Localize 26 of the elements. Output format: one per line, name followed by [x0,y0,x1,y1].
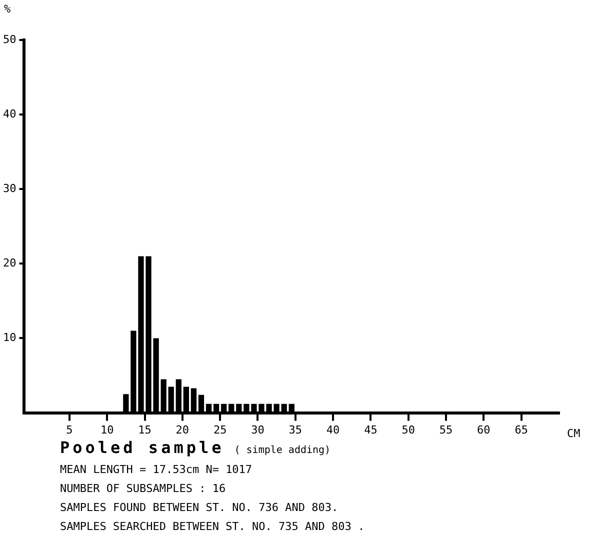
text: Pooled sample [60,438,224,457]
text: SAMPLES FOUND BETWEEN ST. NO. 736 AND 803. [60,500,340,516]
x-tick-label: 60 [477,423,490,436]
x-tick-label: 50 [402,423,415,436]
x-axis-title: CM [567,427,581,440]
x-tick-label: 55 [439,423,453,436]
y-axis-title: % [4,2,11,16]
x-tick-label: 40 [326,423,340,436]
x-tick-label: 20 [176,423,190,436]
x-tick-label: 5 [66,423,73,436]
x-tick-label: 10 [100,423,114,436]
x-tick-label: 25 [213,423,227,436]
y-tick-label: 10 [2,331,16,344]
y-tick-label: 50 [2,32,16,46]
x-tick-label: 35 [288,423,302,436]
text: SAMPLES SEARCHED BETWEEN ST. NO. 735 AND 803 . [60,519,365,535]
text: ( simple adding) [234,445,331,456]
x-tick-label: 45 [364,423,378,436]
y-tick-label: 30 [2,182,16,195]
y-tick-label: 20 [2,256,16,270]
y-tick-label: 40 [2,107,16,120]
x-tick-label: 30 [251,423,264,436]
text: MEAN LENGTH = 17.53cm N= 1017 [60,462,254,478]
x-tick-label: 15 [138,423,152,436]
x-tick-label: 65 [514,423,528,436]
text: NUMBER OF SUBSAMPLES : 16 [60,481,227,497]
